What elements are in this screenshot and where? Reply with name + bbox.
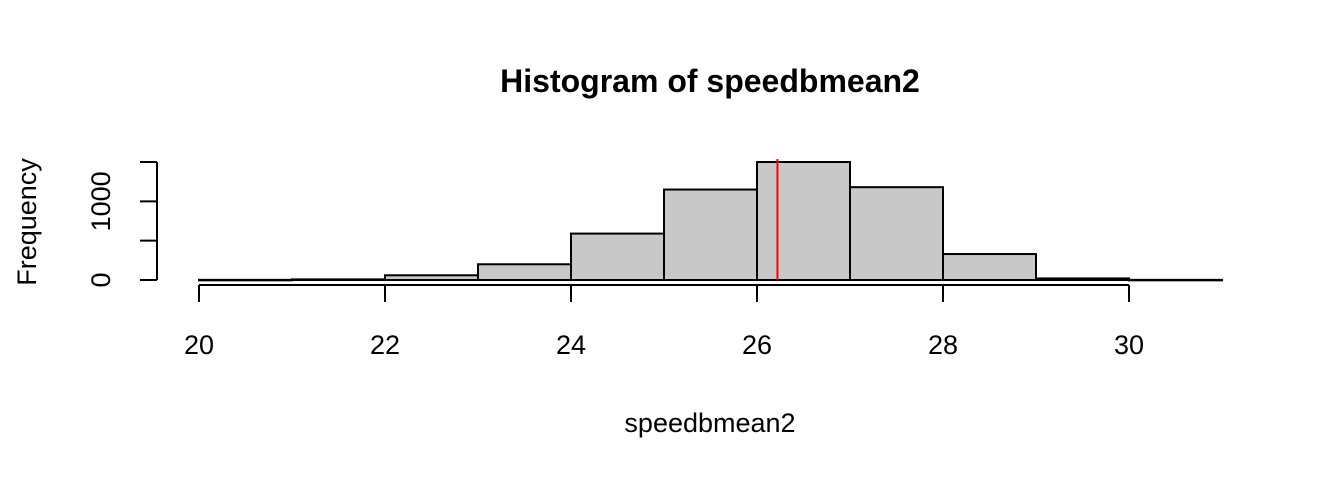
x-tick-label-3: 26 — [742, 330, 772, 360]
histogram-bar-6 — [756, 161, 851, 281]
histogram-bar-4 — [570, 232, 665, 282]
x-axis: 20 22 24 26 28 30 — [184, 284, 1144, 360]
x-tick-label-5: 30 — [1114, 330, 1144, 360]
histogram-bar-3 — [477, 263, 572, 281]
x-tick-label-1: 22 — [370, 330, 400, 360]
y-tick-label-2: 1000 — [86, 171, 116, 231]
histogram-bar-7 — [849, 186, 944, 282]
x-tick-label-0: 20 — [184, 330, 214, 360]
y-tick-label-0: 0 — [86, 272, 116, 287]
x-tick-label-4: 28 — [928, 330, 958, 360]
y-axis-label: Frequency — [12, 158, 42, 286]
x-tick-label-2: 24 — [556, 330, 586, 360]
x-axis-label: speedbmean2 — [624, 408, 795, 438]
histogram-bar-5 — [663, 188, 758, 282]
chart-title: Histogram of speedbmean2 — [500, 63, 920, 99]
histogram-bar-8 — [942, 253, 1037, 281]
histogram-bars — [198, 161, 1223, 282]
y-axis: 0 1000 — [86, 161, 158, 288]
